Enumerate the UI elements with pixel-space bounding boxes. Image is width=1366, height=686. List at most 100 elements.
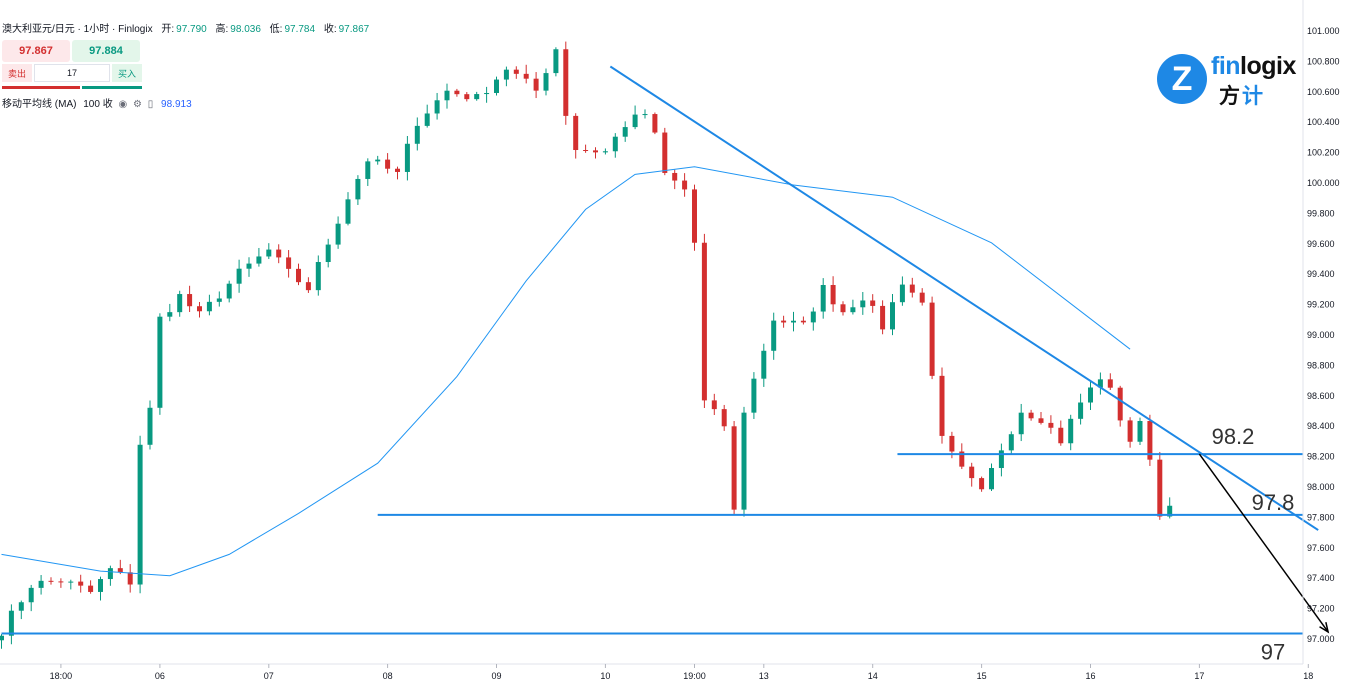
descending-trendline[interactable] (609, 65, 1319, 531)
candle-body (751, 378, 757, 413)
candle-body (454, 90, 460, 95)
price-tick-label: 99.200 (1307, 300, 1335, 310)
sell-bar (2, 86, 80, 89)
candle-body (395, 168, 400, 172)
buy-bar (82, 86, 142, 89)
candle-body (8, 610, 14, 636)
quantity-input[interactable]: 17 (34, 64, 110, 82)
time-tick-label: 18 (1303, 671, 1313, 681)
logo-brand-rest: logix (1240, 52, 1296, 80)
price-tick-label: 100.600 (1307, 87, 1340, 97)
candle-body (484, 93, 490, 95)
candle-body (1008, 434, 1014, 451)
candle-body (899, 284, 905, 303)
time-tick-label: 15 (977, 671, 987, 681)
candle-body (553, 49, 559, 74)
time-tick-label: 07 (264, 671, 274, 681)
projection-arrow[interactable] (1198, 453, 1329, 633)
price-tick-label: 98.400 (1307, 421, 1335, 431)
candle-body (949, 435, 955, 452)
price-tick-label: 99.400 (1307, 269, 1335, 279)
candle-body (18, 602, 24, 611)
candle-body (682, 180, 688, 190)
candle-body (1097, 379, 1103, 388)
logo-mark: Z (1157, 54, 1207, 104)
candle-body (216, 298, 222, 302)
candle-body (543, 73, 549, 91)
candle-body (890, 302, 895, 330)
sell-button[interactable]: 卖出 (2, 64, 32, 82)
projection-arrowhead (1319, 622, 1330, 634)
candle-body (731, 426, 737, 510)
logo-cn-2: 计 (1242, 85, 1265, 108)
indicator-name[interactable]: 移动平均线 (MA) (2, 99, 77, 110)
candle-body (1127, 420, 1133, 442)
candle-body (820, 285, 826, 312)
candle-body (939, 375, 945, 436)
candle-body (494, 79, 499, 94)
price-tick-label: 100.800 (1307, 56, 1340, 66)
price-tick-label: 98.800 (1307, 360, 1335, 370)
candle-body (296, 268, 301, 283)
high-value: 98.036 (230, 24, 261, 35)
indicator-legend: 移动平均线 (MA) 100 收 ◉ ⚙ ▯ 98.913 (2, 95, 192, 110)
candle-body (276, 249, 282, 258)
candle-body (1107, 379, 1113, 388)
candle-body (1048, 422, 1054, 428)
candle-body (979, 478, 985, 490)
open-value: 97.790 (176, 24, 207, 35)
candle-body (1167, 505, 1173, 517)
candle-body (800, 320, 806, 323)
close-value: 97.867 (338, 24, 370, 35)
candle-body (236, 268, 242, 284)
price-tick-label: 97.600 (1307, 543, 1335, 553)
candle-body (464, 94, 470, 100)
candle-body (266, 249, 272, 257)
candle-body (632, 114, 638, 128)
candle-body (1157, 459, 1163, 517)
trash-icon[interactable]: ▯ (147, 99, 154, 110)
settings-icon[interactable]: ⚙ (133, 99, 142, 110)
time-tick-label: 19:00 (683, 671, 706, 681)
candle-body (672, 172, 678, 181)
candle-body (959, 451, 965, 467)
finlogix-logo: Z finlogix 方计 (1157, 52, 1317, 108)
candle-body (147, 407, 153, 445)
buy-button[interactable]: 买入 (112, 64, 142, 82)
candle-body (1038, 418, 1044, 423)
high-label: 高: (215, 24, 229, 35)
candles-layer (0, 41, 1173, 649)
candle-body (127, 572, 133, 585)
candle-body (345, 199, 351, 224)
candle-body (860, 300, 866, 308)
price-tick-label: 97.000 (1307, 634, 1335, 644)
candle-body (1137, 421, 1143, 442)
candle-body (365, 161, 371, 179)
candle-body (969, 466, 975, 479)
candle-body (98, 579, 103, 592)
indicator-params: 100 收 (83, 99, 113, 110)
candle-body (602, 151, 608, 153)
annotations-layer: 98.2 97.8 97 (1, 65, 1330, 664)
candle-body (513, 69, 519, 74)
time-tick-label: 08 (383, 671, 393, 681)
low-value: 97.784 (284, 24, 316, 35)
candle-body (117, 568, 123, 573)
candle-body (385, 159, 391, 169)
candle-body (870, 300, 876, 306)
open-label: 开: (161, 24, 175, 35)
time-axis: 18:00 06 07 08 09 10 19:00 13 14 15 16 17 18 (0, 663, 1313, 681)
candle-body (652, 114, 658, 133)
candle-body (523, 73, 529, 79)
candle-body (721, 409, 727, 427)
candle-body (0, 635, 4, 641)
eye-icon[interactable]: ◉ (118, 99, 128, 110)
time-tick-label: 06 (155, 671, 165, 681)
candle-body (830, 285, 836, 305)
sell-price-button[interactable]: 97.867 (2, 40, 70, 62)
candle-body (662, 132, 668, 173)
candle-body (78, 581, 84, 586)
symbol-title: 澳大利亚元/日元 · 1小时 · Finlogix (2, 24, 153, 35)
buy-price-button[interactable]: 97.884 (72, 40, 140, 62)
